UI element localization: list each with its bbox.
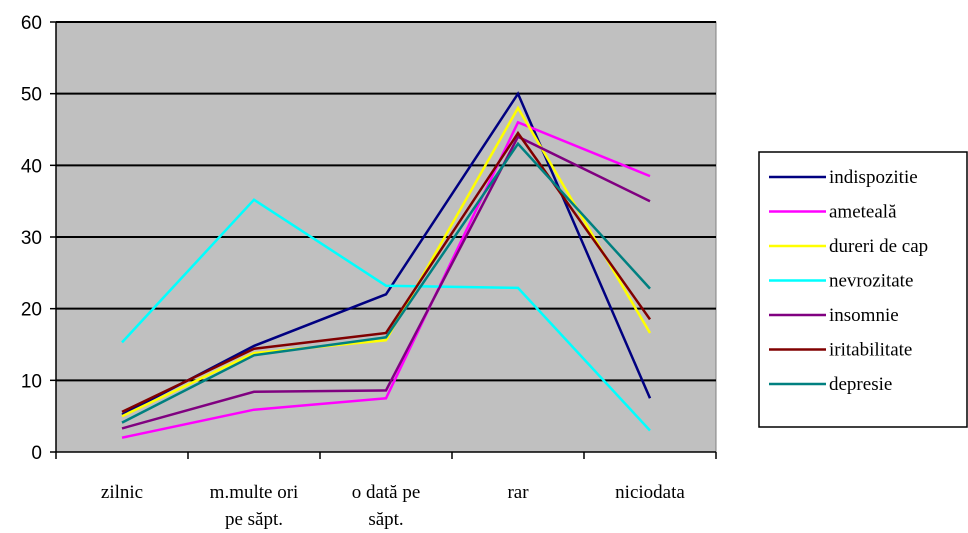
x-category-label: săpt. [368,509,403,530]
x-category-label: zilnic [101,482,143,503]
y-tick-label: 40 [21,156,42,177]
y-tick-label: 10 [21,371,42,392]
legend-label: dureri de cap [829,236,928,257]
legend-label: depresie [829,374,892,395]
legend: indispozitie ameteală dureri de cap nevrozi… [758,151,968,428]
y-tick-label: 20 [21,300,42,321]
series-line-dureri-de-cap [121,105,652,418]
legend-label: insomnie [829,305,899,326]
x-category-label: niciodata [615,482,685,503]
legend-label: iritabilitate [829,340,912,361]
axes [50,21,717,459]
y-tick-label: 0 [31,443,42,464]
x-category-label: o dată pe [352,482,421,503]
x-category-labels: zilnic m.multe ori pe săpt. o dată pe săpt. r… [101,482,685,530]
gridlines [56,21,716,382]
series-line-depresie [121,141,651,424]
series-line-iritabilitate [121,130,652,414]
legend-label: nevrozitate [829,271,913,292]
legend-label: ameteală [829,202,897,223]
series-line-insomnie [121,135,651,430]
x-category-label: pe săpt. [225,509,283,530]
y-tick-labels: 0 10 20 30 40 50 60 [21,13,42,464]
legend-box [758,151,968,428]
series-line-nevrozitate [121,198,651,432]
y-tick-label: 50 [21,85,42,106]
legend-label: indispozitie [829,167,918,188]
series-line-ameteală [121,120,651,439]
x-category-label: rar [507,482,529,503]
x-category-label: m.multe ori [210,482,299,503]
y-tick-label: 30 [21,228,42,249]
y-tick-label: 60 [21,13,42,34]
series-lines [121,91,652,439]
